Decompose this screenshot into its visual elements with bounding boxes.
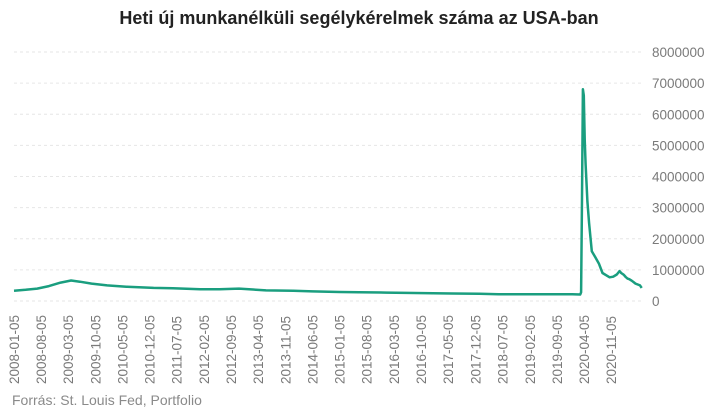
- x-tick-label: 2016-03-05: [387, 315, 402, 384]
- x-tick-label: 2009-10-05: [88, 315, 103, 384]
- x-tick-label: 2020-04-05: [577, 315, 592, 384]
- series-line: [13, 88, 643, 296]
- x-tick-label: 2012-09-05: [224, 315, 239, 384]
- y-tick-label: 6000000: [652, 107, 705, 122]
- x-tick-label: 2010-05-05: [115, 315, 130, 384]
- chart-source: Forrás: St. Louis Fed, Portfolio: [12, 392, 202, 408]
- y-axis-ticks: 0 1000000 2000000 3000000 4000000 5000000 6000…: [652, 45, 705, 309]
- x-tick-label: 2014-06-05: [305, 315, 320, 384]
- x-tick-label: 2009-03-05: [61, 315, 76, 384]
- y-tick-label: 1000000: [652, 263, 705, 278]
- y-tick-label: 0: [652, 294, 660, 309]
- x-tick-label: 2017-05-05: [441, 315, 456, 384]
- x-tick-label: 2016-10-05: [414, 315, 429, 384]
- x-tick-label: 2008-01-05: [7, 315, 22, 384]
- x-tick-label: 2018-07-05: [495, 315, 510, 384]
- x-tick-label: 2015-08-05: [360, 315, 375, 384]
- x-tick-label: 2015-01-05: [333, 315, 348, 384]
- x-tick-label: 2012-02-05: [197, 315, 212, 384]
- x-tick-label: 2013-11-05: [278, 316, 293, 384]
- x-tick-label: 2010-12-05: [143, 315, 158, 384]
- x-tick-label: 2011-07-05: [170, 316, 185, 384]
- x-tick-label: 2019-09-05: [550, 315, 565, 384]
- x-tick-label: 2013-04-05: [251, 315, 266, 384]
- y-tick-label: 8000000: [652, 45, 705, 60]
- x-tick-label: 2008-08-05: [34, 315, 49, 384]
- x-tick-label: 2019-02-05: [523, 315, 538, 384]
- y-tick-label: 2000000: [652, 232, 705, 247]
- gridlines: [14, 51, 642, 302]
- x-tick-label: 2020-11-05: [604, 316, 619, 384]
- chart-title: Heti új munkanélküli segélykérelmek szám…: [119, 8, 599, 28]
- x-tick-label: 2017-12-05: [468, 315, 483, 384]
- y-tick-label: 7000000: [652, 76, 705, 91]
- series-layer: [13, 88, 643, 296]
- y-tick-label: 3000000: [652, 201, 705, 216]
- y-tick-label: 4000000: [652, 170, 705, 185]
- y-tick-label: 5000000: [652, 138, 705, 153]
- x-axis-ticks: 2008-01-05 2008-08-05 2009-03-05 2009-10-05…: [7, 315, 619, 384]
